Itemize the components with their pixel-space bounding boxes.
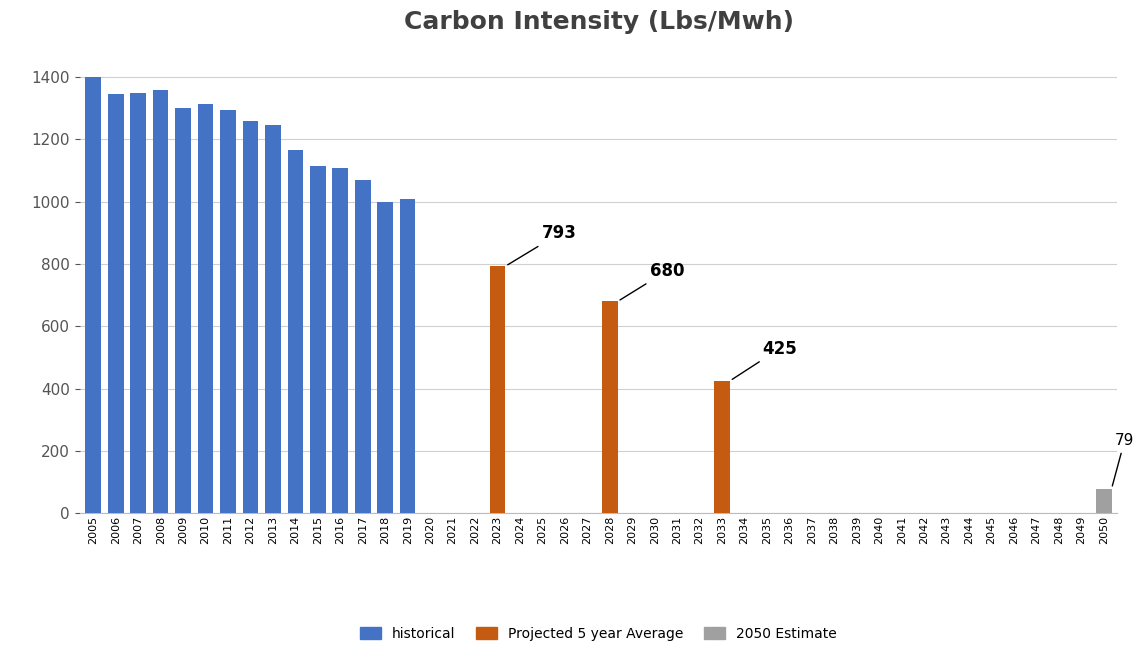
Bar: [287, 151, 303, 513]
Bar: [220, 110, 236, 513]
Bar: [714, 381, 730, 513]
Title: Carbon Intensity (Lbs/Mwh): Carbon Intensity (Lbs/Mwh): [404, 11, 793, 34]
Bar: [197, 104, 213, 513]
Bar: [176, 109, 192, 513]
Bar: [489, 266, 505, 513]
Bar: [355, 180, 371, 513]
Bar: [266, 126, 280, 513]
Bar: [153, 89, 169, 513]
Bar: [333, 168, 348, 513]
Text: 425: 425: [732, 340, 797, 380]
Text: 79: 79: [1113, 433, 1134, 486]
Text: 680: 680: [620, 262, 685, 300]
Bar: [602, 301, 618, 513]
Bar: [243, 121, 259, 513]
Bar: [108, 94, 123, 513]
Bar: [377, 202, 393, 513]
Bar: [86, 77, 101, 513]
Bar: [310, 166, 326, 513]
Bar: [1096, 489, 1112, 513]
Legend: historical, Projected 5 year Average, 2050 Estimate: historical, Projected 5 year Average, 20…: [355, 621, 842, 646]
Bar: [130, 93, 146, 513]
Bar: [400, 199, 415, 513]
Text: 793: 793: [507, 224, 577, 265]
